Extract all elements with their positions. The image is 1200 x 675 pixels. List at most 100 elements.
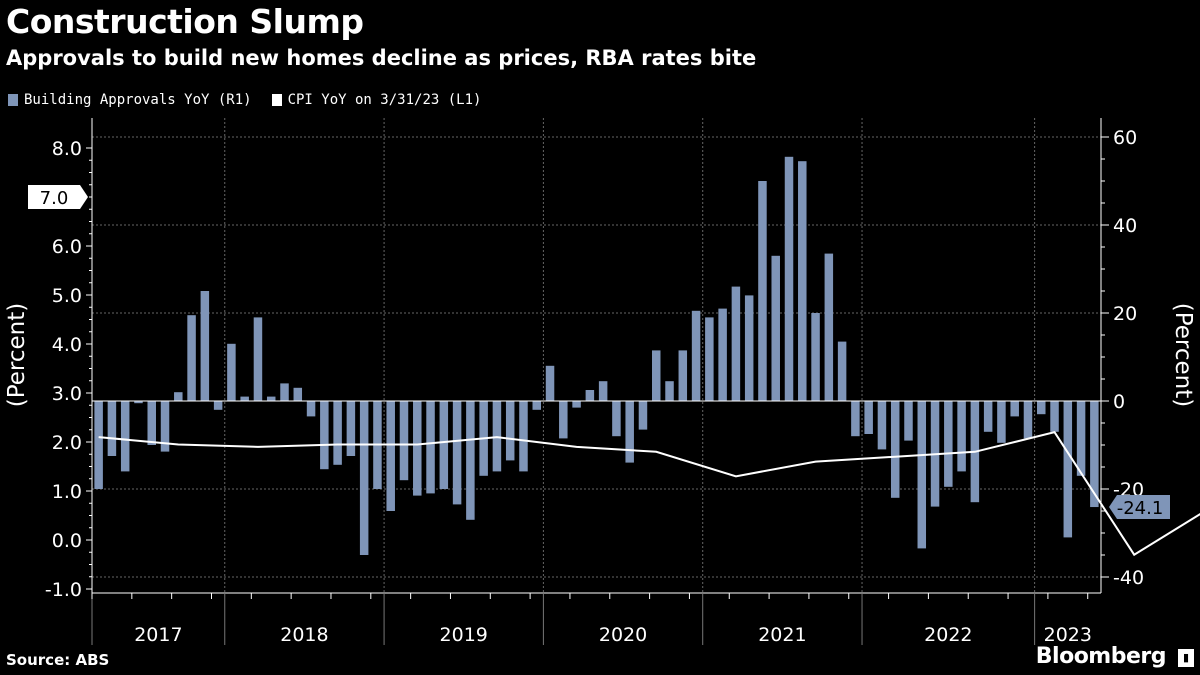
bar <box>240 396 249 401</box>
bar <box>413 401 422 496</box>
right-tick-label: -40 <box>1113 567 1144 589</box>
bar <box>253 317 263 401</box>
bar <box>306 401 316 417</box>
left-tick-label: 2.0 <box>52 432 82 454</box>
bar <box>824 253 834 401</box>
cpi-latest-value: 7.0 <box>40 188 69 209</box>
legend-item-cpi: CPI YoY on 3/31/23 (L1) <box>271 92 482 108</box>
x-tick-label: 2019 <box>440 624 488 646</box>
right-tick-label: 40 <box>1113 215 1137 237</box>
bar <box>1010 401 1019 417</box>
x-tick-label: 2023 <box>1044 624 1092 646</box>
bar <box>917 401 927 549</box>
bar <box>625 401 634 463</box>
bloomberg-terminal-icon: ▮ <box>1178 649 1194 667</box>
left-tick-label: 6.0 <box>52 236 82 258</box>
right-tick-label: 0 <box>1113 391 1125 413</box>
x-tick-label: 2022 <box>924 624 972 646</box>
x-tick-label: 2021 <box>758 624 806 646</box>
bar <box>227 343 236 401</box>
bar <box>174 392 183 401</box>
x-tick-label: 2018 <box>280 624 328 646</box>
right-tick-label: 60 <box>1113 127 1137 149</box>
bar <box>997 401 1006 443</box>
legend-swatch-approvals <box>8 94 18 106</box>
chart-subtitle: Approvals to build new homes decline as … <box>6 46 757 70</box>
left-tick-label: -1.0 <box>45 579 82 601</box>
legend-swatch-cpi <box>271 94 282 106</box>
bar <box>187 315 196 401</box>
bar <box>864 401 873 434</box>
bar <box>1063 401 1073 538</box>
bar <box>280 383 289 401</box>
left-tick-label: 8.0 <box>52 138 82 160</box>
left-tick-label: 0.0 <box>52 530 82 552</box>
bar <box>266 396 276 401</box>
right-axis-title: (Percent) <box>1170 303 1196 408</box>
bar <box>705 317 714 401</box>
bar <box>1037 401 1046 415</box>
cpi-latest-marker <box>28 185 88 209</box>
bar <box>665 381 674 401</box>
bar <box>545 365 555 401</box>
bar <box>612 401 621 437</box>
bar <box>147 401 156 445</box>
bar <box>890 401 900 498</box>
bar <box>293 387 303 401</box>
brand-logo: Bloomberg <box>1035 644 1167 669</box>
bar <box>904 401 913 441</box>
source-note: Source: ABS <box>6 651 110 669</box>
bar <box>691 310 701 401</box>
bar <box>452 401 462 505</box>
bar <box>638 401 648 430</box>
bar <box>519 401 528 472</box>
legend-item-approvals: Building Approvals YoY (R1) <box>8 92 252 108</box>
bar <box>439 401 449 489</box>
bar <box>346 401 356 456</box>
right-tick-label: 20 <box>1113 303 1137 325</box>
bar <box>651 350 661 401</box>
bar <box>466 401 475 520</box>
cpi-line <box>98 431 1200 557</box>
bar <box>505 401 515 461</box>
bar <box>983 401 993 432</box>
bar <box>532 401 542 410</box>
bar <box>837 341 847 401</box>
bar <box>107 401 117 456</box>
bar <box>957 401 966 472</box>
bar <box>94 401 103 489</box>
legend-label-approvals: Building Approvals YoY (R1) <box>24 92 252 108</box>
bar <box>944 401 953 487</box>
bar <box>798 161 807 401</box>
left-tick-label: 1.0 <box>52 481 82 503</box>
bar <box>718 308 727 401</box>
left-axis-title: (Percent) <box>4 303 30 408</box>
bar <box>359 401 369 555</box>
bar <box>120 401 130 472</box>
bar <box>559 401 568 439</box>
left-tick-label: 4.0 <box>52 334 82 356</box>
bar <box>758 181 767 401</box>
bar <box>134 401 143 404</box>
x-tick-label: 2020 <box>599 624 647 646</box>
approvals-latest-value: -24.1 <box>1117 498 1164 519</box>
legend-label-cpi: CPI YoY on 3/31/23 (L1) <box>287 92 482 108</box>
bar <box>851 401 860 437</box>
bar <box>1050 401 1059 432</box>
bar <box>598 381 608 401</box>
bar <box>1090 401 1099 508</box>
bar <box>213 401 223 410</box>
bar <box>811 313 820 401</box>
bar <box>731 286 741 401</box>
left-tick-label: 5.0 <box>52 285 82 307</box>
approvals-latest-marker <box>1109 495 1170 520</box>
bar <box>1023 401 1033 439</box>
bar <box>200 291 210 401</box>
bar <box>572 401 581 408</box>
left-tick-label: 3.0 <box>52 383 82 405</box>
bar <box>784 156 794 401</box>
bar <box>744 295 754 401</box>
bar <box>678 350 688 401</box>
legend: Building Approvals YoY (R1) CPI YoY on 3… <box>8 92 481 108</box>
